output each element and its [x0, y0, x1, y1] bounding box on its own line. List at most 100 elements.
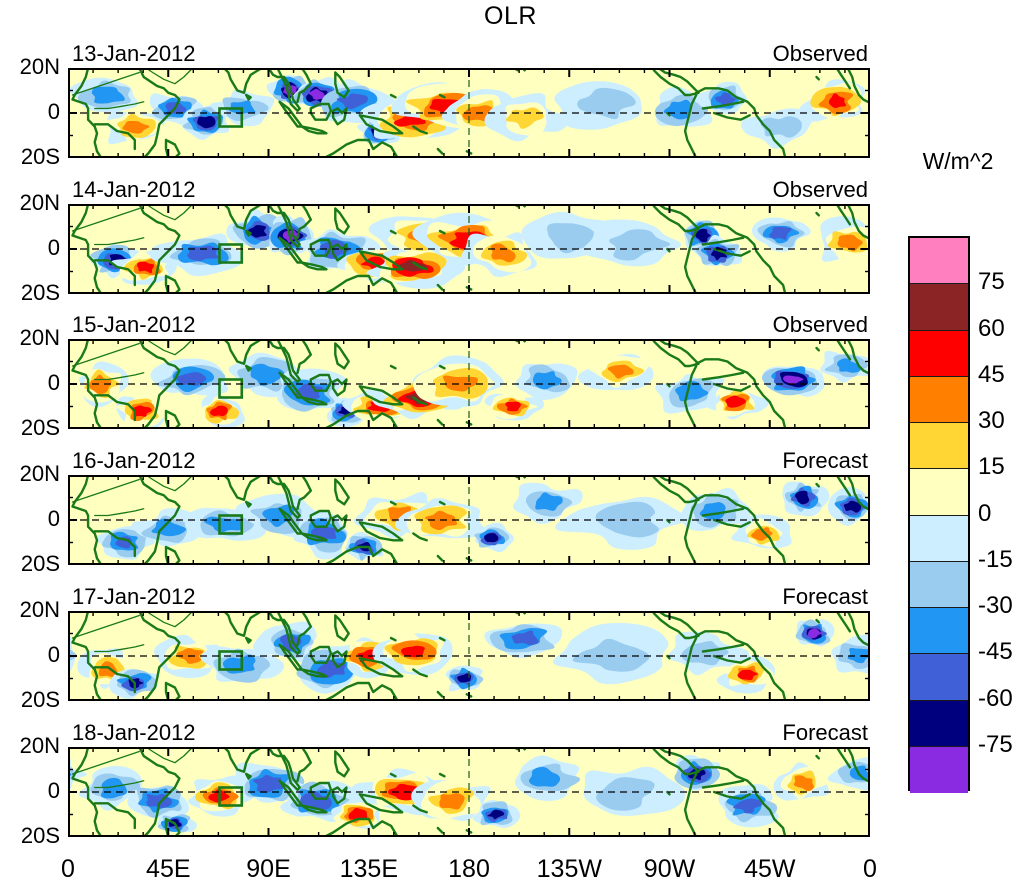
- coastline: [93, 665, 136, 693]
- coastline: [309, 102, 333, 121]
- coastline: [93, 801, 136, 829]
- coastline: [138, 610, 181, 701]
- colorbar-band[interactable]: [910, 515, 968, 562]
- coastline: [712, 247, 751, 257]
- coastline: [334, 478, 350, 506]
- coastline: [309, 509, 333, 528]
- map-panel: 16-Jan-2012 Forecast: [68, 450, 870, 566]
- colorbar-tick-label: 0: [978, 499, 992, 527]
- panel-date-label: 18-Jan-2012: [72, 719, 196, 745]
- coastline: [695, 358, 787, 430]
- colorbar-band[interactable]: [910, 561, 968, 608]
- coastline: [222, 203, 263, 230]
- coastline: [334, 614, 350, 642]
- coastline: [300, 668, 328, 678]
- coastline: [815, 75, 820, 81]
- coastline: [296, 339, 312, 375]
- coastline: [71, 339, 103, 430]
- colorbar-band[interactable]: [910, 284, 968, 331]
- panel-frame: [68, 475, 870, 566]
- colorbar-band[interactable]: [910, 238, 968, 285]
- coastline: [309, 645, 333, 664]
- coastline: [267, 475, 301, 520]
- coastline: [438, 636, 446, 642]
- coastline: [138, 746, 181, 837]
- coastline: [296, 475, 312, 511]
- panel-status-label: Observed: [772, 41, 868, 66]
- coastline: [164, 681, 181, 701]
- coastline: [835, 610, 852, 633]
- olr-field: [68, 203, 870, 294]
- coastline: [94, 643, 145, 652]
- colorbar-band[interactable]: [910, 700, 968, 747]
- map-panel: 13-Jan-2012 Observed: [68, 43, 870, 158]
- coastline: [835, 746, 852, 768]
- coastline: [438, 365, 446, 370]
- y-axis-tick-label: 20S: [20, 415, 60, 441]
- coastline: [94, 372, 145, 381]
- coastline: [71, 343, 140, 368]
- olr-field: [68, 475, 870, 566]
- coastline: [71, 71, 140, 96]
- panel-status-label: Observed: [772, 176, 868, 202]
- coastline: [300, 803, 328, 813]
- coastline: [412, 668, 428, 678]
- coastline: [701, 507, 745, 517]
- coastline: [683, 636, 698, 701]
- coastline: [701, 236, 745, 246]
- x-axis-tick-label: 135E: [339, 855, 398, 883]
- colorbar-band[interactable]: [910, 423, 968, 470]
- coastline: [71, 614, 140, 639]
- coastline: [683, 772, 698, 837]
- colorbar-band[interactable]: [910, 469, 968, 516]
- coastline: [245, 772, 252, 780]
- coastline: [334, 749, 350, 777]
- coastline: [71, 475, 103, 566]
- colorbar-band[interactable]: [910, 746, 968, 793]
- y-axis-tick-label: 20S: [20, 822, 60, 848]
- x-axis-tick-label: 90E: [246, 855, 291, 883]
- coastline: [71, 68, 103, 158]
- panel-status-label: Observed: [772, 312, 868, 338]
- panel-date-label: 14-Jan-2012: [72, 176, 196, 202]
- y-axis-tick-label: 0: [47, 234, 60, 260]
- coastline: [94, 508, 145, 517]
- coastline: [164, 545, 181, 566]
- panel-frame: [68, 203, 870, 294]
- coastline: [318, 410, 408, 430]
- coastline: [145, 339, 194, 356]
- x-axis-tick-label: 180: [448, 855, 490, 883]
- coastline: [438, 229, 446, 235]
- coastline: [712, 654, 751, 664]
- colorbar-band[interactable]: [910, 330, 968, 377]
- coastline: [835, 68, 852, 90]
- colorbar-tick-label: 30: [978, 407, 1005, 434]
- coastline: [71, 610, 103, 701]
- coastline: [358, 792, 404, 813]
- coastline: [71, 478, 140, 503]
- map-panel: 18-Jan-2012 Forecast: [68, 721, 870, 837]
- coastline: [334, 206, 350, 235]
- colorbar-units-label: W/m^2: [922, 148, 994, 174]
- colorbar[interactable]: [908, 236, 970, 793]
- colorbar-tick-label: -15: [978, 545, 1013, 573]
- coastline: [222, 746, 263, 773]
- colorbar-band[interactable]: [910, 376, 968, 423]
- coastline: [94, 101, 145, 110]
- coastline: [318, 274, 408, 294]
- coastline: [267, 746, 301, 791]
- coastline: [245, 365, 252, 373]
- coastline: [318, 817, 408, 837]
- colorbar-band[interactable]: [910, 608, 968, 655]
- coastline: [334, 71, 350, 99]
- olr-field: [68, 339, 870, 430]
- coastline: [389, 229, 397, 235]
- colorbar-band[interactable]: [910, 654, 968, 701]
- coastline: [164, 138, 181, 158]
- coastline: [267, 339, 301, 384]
- coastline: [331, 378, 348, 397]
- coastline: [412, 396, 428, 406]
- coastline: [358, 656, 404, 678]
- coastline: [296, 610, 312, 646]
- coastline: [331, 785, 348, 804]
